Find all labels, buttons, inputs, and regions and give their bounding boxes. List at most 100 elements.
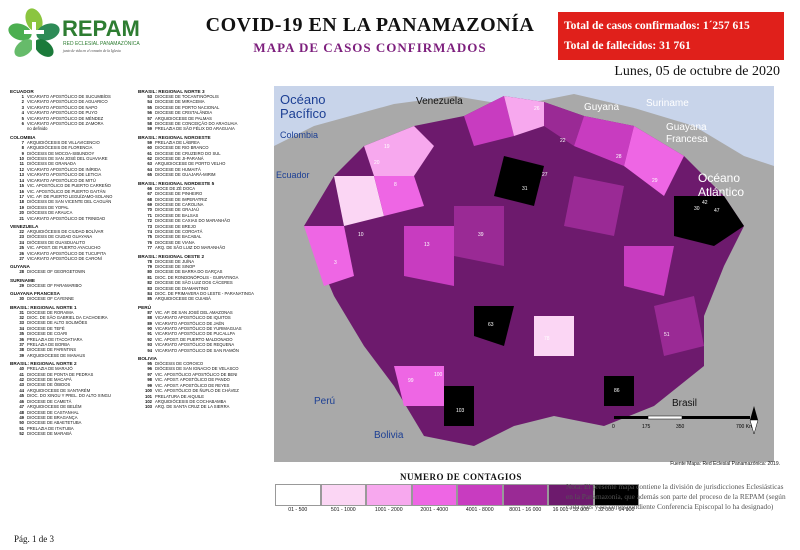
legend-entry-label: DIOCESE OF PARAMARIBO bbox=[27, 282, 82, 288]
legend-entry-number: 30 bbox=[19, 296, 24, 302]
legend-entry: 13 VICARIATO APOSTÓLICO DE LETICIA bbox=[10, 172, 138, 177]
contagion-scale-labels: 01 - 500 501 - 1000 1001 - 2000 2001 - 4000… bbox=[275, 507, 639, 513]
svg-text:27: 27 bbox=[542, 172, 548, 178]
legend-entry: 29 DIOCESE OF PARAMARIBO bbox=[10, 283, 138, 288]
legend-entry-number: 5 bbox=[21, 115, 24, 121]
legend-entry: 23 DIÓCESIS DE CIUDAD GUAYANA bbox=[10, 234, 138, 239]
legend-entry-label: no definido bbox=[27, 126, 48, 132]
legend-entry-number: 1 bbox=[21, 94, 24, 99]
brand-name: REPAM bbox=[62, 16, 140, 41]
legend-entry-number: 12 bbox=[19, 166, 24, 172]
legend-entry-number: 95 bbox=[147, 361, 152, 367]
legend-entry: 66 DIOCE DE ZÉ DOCA bbox=[138, 186, 266, 191]
svg-text:51: 51 bbox=[664, 332, 670, 338]
legend-entry: 60 DIOCESE DE RIO BRANCO bbox=[138, 145, 266, 150]
legend-entry: 82 DIOCESE DE SÃO LUIZ DOS CÁCERES bbox=[138, 280, 266, 285]
brand-subtitle: RED ECLESIAL PANAMAZÓNICA bbox=[63, 40, 140, 47]
legend-entry: 65 DIOCESE DE GUAJARÁ-MIRIM bbox=[138, 172, 266, 177]
legend-entry: 21 VICARIATO APOSTÓLICO DE TRINIDAD bbox=[10, 216, 138, 221]
legend-entry-label: DIOCESE DE BREJO bbox=[155, 223, 196, 229]
legend-entry-label: DIOC. DE RONDONÓPOLIS - GUIRATINGA bbox=[155, 274, 239, 280]
legend-entry-number: 71 bbox=[147, 212, 152, 218]
legend-entry-label: VICARIATO APOSTÓLICO DE CARONÍ bbox=[27, 255, 102, 261]
map-label-brasil: Brasil bbox=[672, 398, 697, 409]
svg-text:10: 10 bbox=[358, 232, 364, 238]
scale-label: 01 - 500 bbox=[288, 507, 308, 513]
map-label-bolivia: Bolivia bbox=[374, 430, 404, 441]
legend-entry-number: 54 bbox=[147, 99, 152, 105]
scale-swatch bbox=[457, 484, 503, 506]
deaths-total: Total de fallecidos: 31 761 bbox=[564, 40, 691, 52]
legend-entry: 78 DIOCESE DE JUÍNA bbox=[138, 259, 266, 264]
map-label-french-guiana-1: Guayana bbox=[666, 122, 707, 133]
svg-text:30: 30 bbox=[694, 206, 700, 212]
legend-entry-number: 29 bbox=[19, 282, 24, 288]
legend-entry-label: DIOCESE DE ABAETETUBA bbox=[27, 420, 82, 426]
jurisdiction-legend: ECUADOR 1 VICARIATO APOSTÓLICO DE SUCUMBÍO… bbox=[10, 86, 272, 526]
jurisdiction-regions bbox=[304, 96, 744, 426]
legend-entry: 93 VICARIATO APOSTÓLICO DE REQUENA bbox=[138, 342, 266, 347]
map-label-french-guiana-2: Francesa bbox=[666, 134, 708, 145]
legend-entry: 90 VICARIATO APOSTÓLICO DE YURIMAGUAS bbox=[138, 326, 266, 331]
legend-entry-number: 69 bbox=[147, 201, 152, 207]
legend-entry-label: ARQ. DE SÃO LUIZ DO MARANHÃO bbox=[155, 245, 226, 251]
legend-entry-number: 94 bbox=[147, 347, 152, 353]
legend-entry: 47 ARQUIDIOCESE DE BELÉM bbox=[10, 404, 138, 409]
legend-entry: 49 DIOCESE DE BRAGANÇA bbox=[10, 415, 138, 420]
legend-entry: 58 DIOCESE DE CONCEIÇÃO DO ARAGUAIA bbox=[138, 121, 266, 126]
scale-label: 2001 - 4000 bbox=[420, 507, 449, 513]
legend-entry-label: DIOCESE DE SINOP bbox=[155, 263, 196, 269]
legend-entry-label: VICARIATO APOSTÓLICO DE TRINIDAD bbox=[27, 215, 106, 221]
legend-entry: 11 DIÓCESIS DE GRANADA bbox=[10, 161, 138, 166]
legend-entry-number: 51 bbox=[19, 425, 24, 431]
legend-entry-label: VICARIATO APOSTÓLICO DE PUCALLPA bbox=[155, 331, 236, 337]
legend-entry: 69 DIOCESE DE CAROLINA bbox=[138, 202, 266, 207]
legend-entry: 44 ARQUIDIOCESE DE SANTARÉM bbox=[10, 388, 138, 393]
legend-entry-number: 90 bbox=[147, 326, 152, 332]
legend-entry: 38 DIOCESE DE PARINTINS bbox=[10, 347, 138, 352]
legend-entry: 87 VIC. AP. DE SAN JOSÉ DEL AMAZONAS bbox=[138, 310, 266, 315]
svg-text:47: 47 bbox=[714, 208, 720, 214]
svg-text:86: 86 bbox=[614, 388, 620, 394]
legend-entry-label: DIOCESE DE DIAMANTINO bbox=[155, 285, 209, 291]
legend-entry-number: 37 bbox=[19, 342, 24, 348]
map-label-venezuela: Venezuela bbox=[416, 96, 463, 107]
legend-entry-label: VICARIATO APOSTÓLICO DE REQUENA bbox=[155, 342, 235, 348]
legend-entry-number: 14 bbox=[19, 177, 24, 183]
legend-entry-number: 84 bbox=[147, 291, 152, 296]
legend-entry-number: 46 bbox=[19, 398, 24, 404]
totals-box: Total de casos confirmados: 1´257 615 To… bbox=[558, 12, 784, 60]
svg-text:8: 8 bbox=[394, 182, 397, 188]
map-label-pacific-1: Océano bbox=[280, 92, 326, 107]
legend-entry: 76 DIOCESE DE VIANA bbox=[138, 240, 266, 245]
legend-entry: 45 DIOC. DO XINGU Y PREL. DO ALTO XINGU bbox=[10, 393, 138, 398]
legend-entry: 36 PRELAZIA DE ITACOATIARA bbox=[10, 337, 138, 342]
legend-entry: 19 DIÓCESIS DE YOPAL bbox=[10, 205, 138, 210]
legend-entry: 84 DIOC. DE PRIMAVERA DO LESTE - PARANATI… bbox=[138, 291, 266, 296]
legend-entry-label: DIOCESE DE COARI bbox=[27, 331, 68, 337]
legend-entry: 59 PRELAZIA DE SÃO FÉLIX DO ARAGUAIA bbox=[138, 126, 266, 131]
legend-entry-label: DIÓCESIS DE ARAUCA bbox=[27, 210, 73, 216]
legend-entry-label: DIOCESE DE CRISTALÂNDIA bbox=[155, 110, 213, 116]
leaf-logo-icon bbox=[8, 8, 60, 57]
legend-entry-label: DIOCESE DE RORAIMA bbox=[27, 309, 74, 315]
legend-entry-number: 34 bbox=[19, 325, 24, 331]
legend-country-heading: COLOMBIA bbox=[10, 134, 36, 140]
legend-entry-number: 102 bbox=[145, 398, 152, 404]
scale-label: 16 001 - 32 000 bbox=[552, 507, 589, 513]
legend-country-heading: ECUADOR bbox=[10, 89, 34, 94]
brand-tagline: junto de vida en el corazón de la Iglesi… bbox=[62, 49, 121, 53]
legend-entry-number: 100 bbox=[145, 388, 152, 394]
legend-entry: 57 ARQUIDIOCESE DE PALMAS bbox=[138, 116, 266, 121]
svg-text:31: 31 bbox=[522, 186, 528, 192]
legend-entry-number: 79 bbox=[147, 263, 152, 269]
legend-entry-label: DIOCESE DE COROATÁ bbox=[155, 228, 203, 234]
legend-entry-label: DIÓCESIS DE SAN JOSÉ DEL GUAVIARE bbox=[27, 156, 108, 162]
legend-entry: 25 VIC. APOST. DE PUERTO AYACUCHO bbox=[10, 245, 138, 250]
legend-entry-number: 24 bbox=[19, 239, 24, 245]
legend-entry-label: VICARIATO APOSTÓLICO DE PUYO bbox=[27, 110, 98, 116]
legend-entry-label: DIOCESE DE PARINTINS bbox=[27, 347, 77, 353]
legend-entry-number: 59 bbox=[147, 126, 152, 132]
legend-entry-number: 44 bbox=[19, 387, 24, 393]
